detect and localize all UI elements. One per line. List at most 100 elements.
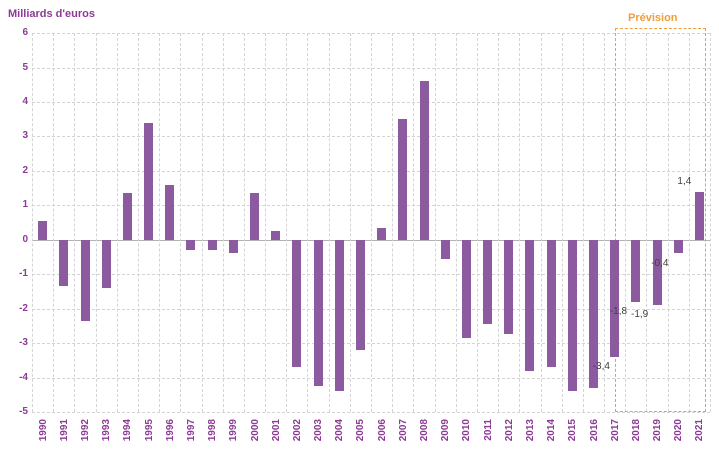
bar-2003 bbox=[313, 239, 323, 387]
v-gridline bbox=[604, 33, 606, 412]
x-tick-label-2009: 2009 bbox=[440, 419, 452, 442]
y-tick-label: 2 bbox=[22, 164, 28, 176]
bar-2015 bbox=[567, 239, 577, 392]
bar-2002 bbox=[292, 239, 302, 368]
bar-2004 bbox=[334, 239, 344, 392]
v-gridline bbox=[159, 33, 161, 412]
bar-2010 bbox=[461, 239, 471, 338]
data-label-2018: -1,8 bbox=[609, 305, 628, 317]
x-tick-label-2002: 2002 bbox=[291, 419, 303, 442]
bar-2013 bbox=[525, 239, 535, 371]
y-tick-label: -4 bbox=[19, 371, 28, 383]
v-gridline bbox=[95, 33, 97, 412]
bar-2011 bbox=[483, 239, 492, 325]
plot-area: -3,4 -1,8 -1,9 -0,4 1,4 bbox=[32, 28, 711, 413]
bar-2021 bbox=[694, 191, 704, 240]
bar-2005 bbox=[355, 239, 365, 350]
x-tick-label-1996: 1996 bbox=[164, 419, 176, 442]
v-gridline bbox=[286, 33, 288, 412]
forecast-zone-box bbox=[615, 28, 707, 412]
v-gridline bbox=[137, 33, 139, 412]
x-tick-label-2016: 2016 bbox=[588, 419, 600, 442]
bar-2001 bbox=[271, 231, 281, 240]
v-gridline bbox=[688, 33, 690, 412]
x-tick-label-2017: 2017 bbox=[609, 419, 621, 442]
v-gridline bbox=[646, 33, 648, 412]
v-gridline bbox=[307, 33, 309, 412]
forecast-zone-label: Prévision bbox=[628, 12, 678, 24]
v-gridline bbox=[476, 33, 478, 412]
bar-1998 bbox=[207, 239, 217, 250]
x-tick-label-2015: 2015 bbox=[567, 419, 579, 442]
v-gridline bbox=[371, 33, 372, 412]
x-tick-label-2004: 2004 bbox=[334, 419, 346, 442]
bar-2014 bbox=[546, 239, 556, 368]
h-gridline bbox=[32, 412, 710, 413]
v-gridline bbox=[243, 33, 245, 412]
x-tick-label-1997: 1997 bbox=[185, 419, 197, 442]
x-tick-label-2021: 2021 bbox=[694, 419, 706, 442]
bar-2006 bbox=[377, 227, 387, 240]
x-tick-label-1994: 1994 bbox=[122, 419, 134, 442]
v-gridline bbox=[413, 33, 415, 412]
v-gridline bbox=[222, 33, 224, 412]
y-tick-label: 1 bbox=[22, 199, 28, 211]
y-axis-title: Milliards d'euros bbox=[8, 8, 95, 20]
x-tick-label-2014: 2014 bbox=[546, 419, 558, 442]
v-gridline bbox=[180, 33, 182, 412]
y-tick-label: 3 bbox=[22, 130, 28, 142]
v-gridline bbox=[582, 33, 584, 412]
y-tick-label: 5 bbox=[22, 61, 28, 73]
data-label-2021: 1,4 bbox=[677, 175, 692, 187]
v-gridline bbox=[625, 33, 627, 412]
bar-2009 bbox=[440, 239, 450, 259]
x-tick-label-2018: 2018 bbox=[630, 419, 642, 442]
x-tick-label-2011: 2011 bbox=[482, 419, 494, 441]
x-tick-label-2008: 2008 bbox=[419, 419, 430, 442]
bar-1994 bbox=[122, 193, 132, 240]
v-gridline bbox=[201, 33, 203, 412]
x-tick-label-2010: 2010 bbox=[461, 419, 473, 442]
x-tick-label-1990: 1990 bbox=[37, 419, 49, 442]
x-tick-label-1998: 1998 bbox=[207, 419, 219, 442]
v-gridline bbox=[32, 33, 33, 412]
v-gridline bbox=[519, 33, 521, 412]
x-tick-label-1993: 1993 bbox=[101, 419, 113, 442]
v-gridline bbox=[561, 33, 563, 412]
x-tick-label-2007: 2007 bbox=[397, 419, 409, 442]
v-gridline bbox=[434, 33, 436, 412]
x-tick-label-2001: 2001 bbox=[270, 419, 282, 442]
data-label-2017: -3,4 bbox=[592, 360, 610, 372]
bar-2019 bbox=[652, 239, 662, 306]
x-tick-label-1991: 1991 bbox=[58, 419, 70, 442]
data-label-2019: -1,9 bbox=[631, 309, 649, 321]
x-tick-label-2019: 2019 bbox=[652, 419, 663, 442]
v-gridline bbox=[265, 33, 267, 412]
x-tick-label-1995: 1995 bbox=[143, 419, 155, 442]
bar-2018 bbox=[631, 239, 641, 302]
x-tick-label-1999: 1999 bbox=[228, 419, 240, 442]
v-gridline bbox=[392, 33, 394, 412]
y-tick-label: 6 bbox=[22, 27, 28, 38]
bar-1992 bbox=[80, 239, 90, 321]
bar-1991 bbox=[59, 239, 69, 287]
v-gridline bbox=[116, 33, 118, 412]
bar-1993 bbox=[101, 239, 111, 288]
v-gridline bbox=[455, 33, 457, 412]
bar-1990 bbox=[38, 220, 48, 240]
v-gridline bbox=[498, 33, 500, 412]
bar-2008 bbox=[419, 81, 429, 240]
v-gridline bbox=[328, 33, 330, 412]
data-label-2020: -0,4 bbox=[651, 257, 669, 269]
bar-2016 bbox=[589, 239, 598, 388]
x-tick-label-2012: 2012 bbox=[503, 419, 515, 442]
v-gridline bbox=[540, 33, 542, 412]
x-tick-label-2006: 2006 bbox=[376, 419, 388, 442]
v-gridline bbox=[667, 33, 669, 412]
v-gridline bbox=[710, 33, 711, 412]
x-tick-label-2000: 2000 bbox=[249, 419, 261, 442]
bar-2020 bbox=[673, 239, 683, 254]
y-tick-label: 0 bbox=[22, 233, 28, 245]
bar-2017 bbox=[610, 239, 620, 357]
bar-1999 bbox=[228, 239, 238, 254]
